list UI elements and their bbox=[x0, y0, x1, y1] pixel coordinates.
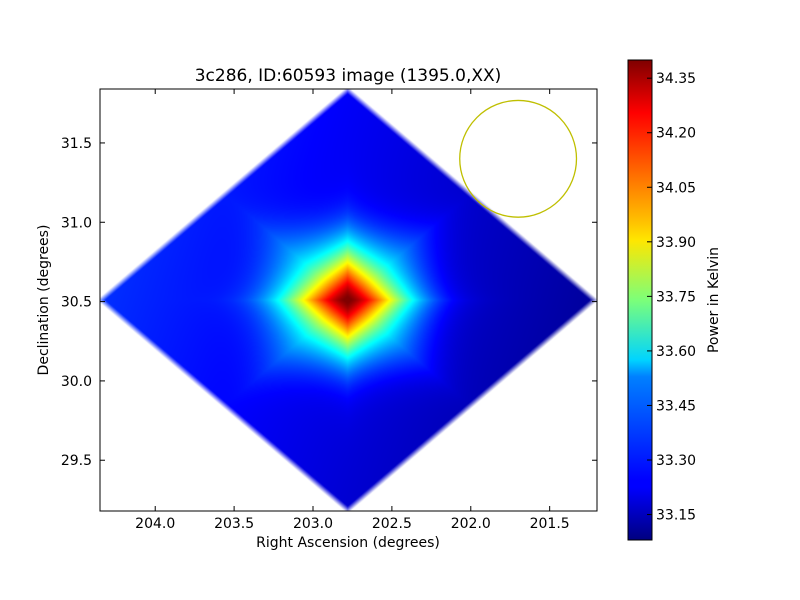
colorbar-tick-label: 33.45 bbox=[656, 398, 696, 414]
colorbar bbox=[627, 59, 653, 541]
x-tick-label: 201.5 bbox=[530, 516, 570, 532]
colorbar-tick-label: 33.90 bbox=[656, 235, 696, 251]
y-tick-label: 30.5 bbox=[61, 295, 92, 311]
colorbar-tick-label: 34.20 bbox=[656, 126, 696, 142]
colorbar-ticks: 33.15 33.30 33.45 33.60 33.75 33.90 34.05 34.20… bbox=[647, 71, 696, 524]
colorbar-tick-label: 33.15 bbox=[656, 508, 696, 524]
plot-frame bbox=[99, 88, 598, 512]
colorbar-tick-label: 34.35 bbox=[656, 71, 696, 87]
y-tick-label: 30.0 bbox=[61, 374, 92, 390]
colorbar-tick-label: 33.60 bbox=[656, 344, 696, 360]
x-tick-label: 204.0 bbox=[135, 516, 175, 532]
plot-area bbox=[100, 89, 597, 511]
colorbar-tick-label: 33.75 bbox=[656, 289, 696, 305]
y-axis-label: Declination (degrees) bbox=[36, 225, 52, 376]
x-axis-ticks: 204.0 203.5 203.0 202.5 202.0 201.5 bbox=[135, 89, 570, 532]
y-tick-label: 31.5 bbox=[61, 136, 92, 152]
beam-circle bbox=[459, 99, 578, 218]
x-tick-label: 203.0 bbox=[293, 516, 333, 532]
y-tick-label: 31.0 bbox=[61, 215, 92, 231]
y-axis-ticks: 29.5 30.0 30.5 31.0 31.5 bbox=[61, 136, 597, 469]
colorbar-label: Power in Kelvin bbox=[706, 247, 722, 353]
x-axis-label: Right Ascension (degrees) bbox=[256, 535, 440, 551]
x-tick-label: 202.5 bbox=[372, 516, 412, 532]
x-tick-label: 202.0 bbox=[451, 516, 491, 532]
colorbar-tick-label: 33.30 bbox=[656, 453, 696, 469]
heatmap-image bbox=[100, 89, 597, 511]
colorbar-tick-label: 34.05 bbox=[656, 180, 696, 196]
x-tick-label: 203.5 bbox=[214, 516, 254, 532]
y-tick-label: 29.5 bbox=[61, 453, 92, 469]
chart-title: 3c286, ID:60593 image (1395.0,XX) bbox=[195, 66, 502, 86]
